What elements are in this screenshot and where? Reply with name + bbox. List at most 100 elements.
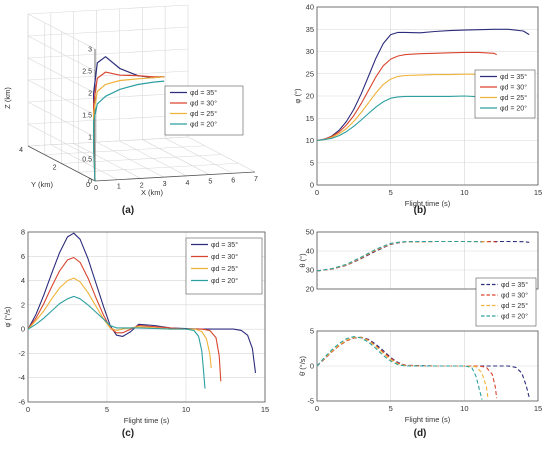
series-line-3 [316,336,483,400]
y-tick-label: 2 [21,300,25,309]
grid-line-floor [44,145,205,156]
grid-line-floor [61,154,222,164]
y-tick-label: 30 [306,47,314,56]
grid-line-floor [78,162,239,173]
y-tick-label: 50 [306,228,314,237]
z-tick-label: 3 [88,47,92,54]
series-line-2 [316,336,489,398]
legend-box [185,237,263,295]
series-line-0 [27,232,257,373]
y-axis-label: θ (°) [298,253,307,268]
series-line-1 [92,71,165,182]
y-axis [27,145,96,182]
y-axis-label: φ̇ (°/s) [3,306,12,327]
x-tick-label: 10 [182,405,190,414]
grid-line-wall [27,114,189,125]
series-line-0 [316,28,530,142]
axes-frame [316,231,539,290]
legend-box [164,85,244,136]
chart-panel-1: 0 5 10 15 0 5 10 15 20 25 30 35 40 Flight time (s) φ (… [293,3,542,209]
series-line-3 [316,95,483,142]
series-line-3 [92,80,165,182]
z-tick-label: 0 [88,179,92,186]
x-tick-label: 2 [140,182,144,189]
x-tick-label: 10 [460,188,468,197]
legend-label: φd = 20° [211,277,238,285]
legend-label: φd = 20° [190,121,217,129]
z-tick-label: 2.5 [82,69,92,76]
grid-line-wall [27,35,96,72]
grid-line-wall [27,136,189,147]
y-axis-label: φ (°) [293,88,302,103]
y-tick-label: 30 [306,266,314,275]
grid-line-wall [27,26,189,37]
y-tick-label: 6 [21,252,25,261]
x-tick-label: 0 [94,185,98,192]
z-tick-label: 1.5 [82,113,92,120]
grid-line-wall [27,123,96,160]
grid-line-wall [27,4,189,15]
y-tick-label: 5 [310,327,314,336]
y-tick-label: 10 [306,136,314,145]
grid-line-wall [27,57,96,94]
x-tick-label: 0 [315,404,319,413]
x-axis-label: Flight time (s) [405,415,451,424]
chart-panel-3: 20 30 40 50 θ (°) φd = 35° φd = 30° φd = 25° φd … [298,228,539,327]
y-tick-label: 0 [21,325,25,334]
grid-line-wall [27,101,96,138]
y-tick-label: 20 [306,92,314,101]
series-line-2 [27,277,212,369]
y-tick-label: -5 [307,397,314,406]
y-tick-label: 15 [306,114,314,123]
z-tick-label: 2 [88,91,92,98]
legend-label: φd = 25° [500,94,527,102]
y-tick-label: 0 [310,362,314,371]
y-axis-label: θ̇ (°/s) [298,355,307,376]
panel-caption: (c) [122,428,134,439]
x-tick-label: 5 [389,404,393,413]
y-tick-label: 20 [306,285,314,294]
legend-label: φd = 30° [190,100,217,108]
y-axis-label: Y (km) [31,180,53,189]
series-line-2 [316,73,488,142]
legend-label: φd = 30° [211,253,238,261]
panel-caption: (a) [122,205,134,216]
legend-label: φd = 25° [501,302,528,310]
x-tick-label: 15 [261,405,269,414]
x-tick-label: 4 [185,180,189,187]
y-tick-label: 35 [306,25,314,34]
legend-label: φd = 20° [500,105,527,113]
x-tick-label: 0 [26,405,30,414]
y-tick-label: -4 [18,373,25,382]
legend-label: φd = 35° [501,281,528,289]
legend-label: φd = 35° [500,73,527,81]
y-tick-label: 2 [53,165,57,172]
x-tick-label: 1 [117,184,121,191]
series-line-3 [316,240,483,272]
x-tick-label: 5 [208,179,212,186]
legend-label: φd = 35° [211,241,238,249]
y-tick-label: 0 [310,181,314,190]
y-tick-label: 4 [21,276,25,285]
series-line-1 [27,256,222,382]
x-tick-label: 7 [254,176,258,183]
x-axis-label: Flight time (s) [124,416,170,425]
x-tick-label: 5 [389,188,393,197]
grid-line-wall [27,70,189,81]
x-tick-label: 15 [534,188,542,197]
grid-line-wall [27,48,189,59]
y-tick-label: 0 [86,182,90,189]
series-line-2 [92,76,165,182]
grid-line-wall [27,92,189,103]
grid-line-wall [27,79,96,116]
series-line-0 [316,336,530,398]
z-tick-label: 1 [88,135,92,142]
y-tick-label: 40 [306,247,314,256]
y-tick-label: -6 [18,398,25,407]
legend-box [475,277,537,327]
axes-frame [316,6,539,186]
legend-label: φd = 30° [500,84,527,92]
grid-line-wall [27,13,96,50]
